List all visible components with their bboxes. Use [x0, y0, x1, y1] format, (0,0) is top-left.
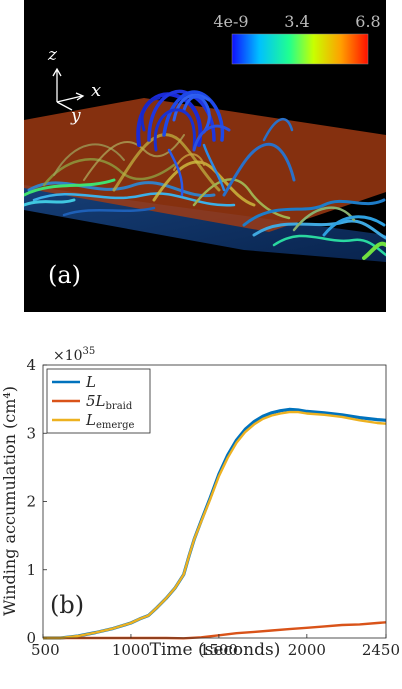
y-tick-label: 3: [26, 424, 36, 442]
axes-triad: [52, 67, 85, 111]
legend-label-braid: 5Lbraid: [86, 392, 133, 412]
legend-label-emerge-main: L: [85, 411, 96, 429]
legend-label-emerge-sub: emerge: [96, 420, 135, 431]
winding-chart: 500 1000 1500 2000 2450 0 1 2 3 4 ×1035 Time (sec…: [0, 346, 400, 660]
legend-label-emerge: Lemerge: [85, 411, 134, 431]
panel-a-figure: 4e-9 3.4 6.8 z x y (a): [22, 0, 388, 312]
flux-rope-cluster: [136, 89, 231, 197]
field-lines: [22, 117, 388, 260]
axis-label-y: y: [70, 106, 81, 126]
fieldline-render: 4e-9 3.4 6.8 z x y (a): [22, 0, 388, 312]
series-line-2: [43, 410, 387, 640]
legend: L 5Lbraid Lemerge: [46, 368, 151, 434]
x-tick-label: 2450: [362, 641, 400, 659]
x-axis-label: Time (seconds): [150, 640, 281, 660]
x-tick-label: 500: [31, 641, 60, 659]
exponent-base: ×10: [53, 348, 83, 364]
exponent-power: 35: [83, 346, 96, 357]
y-tick-label: 2: [26, 493, 36, 511]
y-tick-label: 0: [26, 629, 36, 647]
panel-a-label: (a): [48, 261, 81, 289]
colorbar-tick-mid: 3.4: [284, 12, 309, 31]
y-tick-label: 4: [26, 356, 36, 374]
panel-b-chart: 500 1000 1500 2000 2450 0 1 2 3 4 ×1035 Time (sec…: [0, 330, 402, 685]
axis-label-x: x: [91, 80, 101, 101]
y-tick-label: 1: [26, 561, 36, 579]
panel-b-label: (b): [50, 591, 84, 619]
y-axis-label: Winding accumulation (cm⁴): [0, 386, 19, 616]
legend-label-braid-main: 5L: [86, 392, 106, 410]
x-tick-label: 1000: [112, 641, 150, 659]
legend-label-braid-sub: braid: [106, 401, 133, 412]
legend-label-l: L: [85, 373, 96, 391]
x-tick-label: 2000: [288, 641, 326, 659]
colorbar-tick-max: 6.8: [355, 12, 380, 31]
x-tick-label: 1500: [200, 641, 238, 659]
exponent-label: ×1035: [53, 346, 95, 364]
tick-layer: 500 1000 1500 2000 2450 0 1 2 3 4: [26, 356, 400, 659]
colorbar-gradient: [231, 33, 369, 65]
colorbar-tick-min: 4e-9: [213, 12, 248, 31]
axis-label-z: z: [47, 45, 58, 65]
